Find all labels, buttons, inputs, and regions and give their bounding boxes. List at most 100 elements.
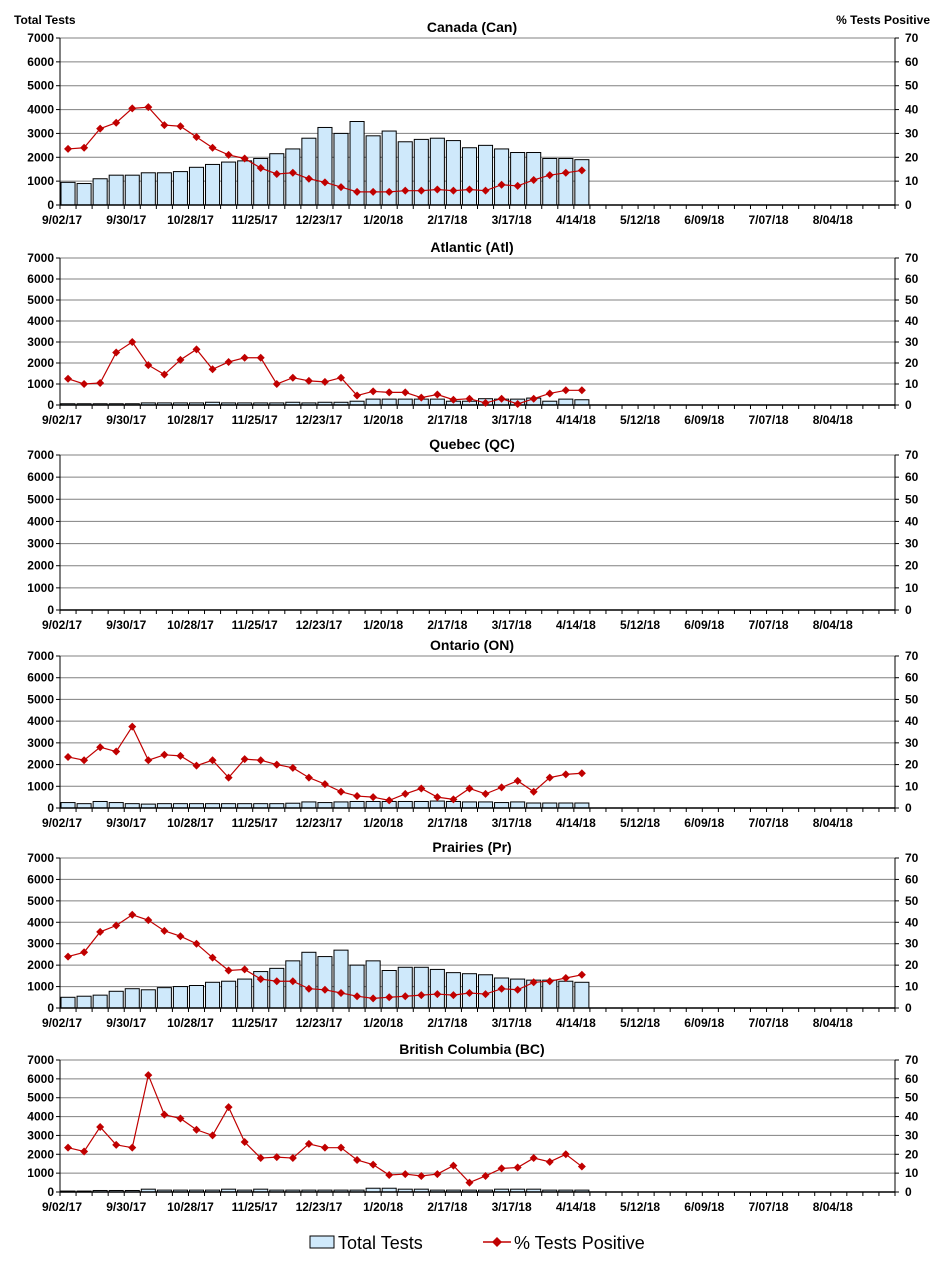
x-tick-label: 7/07/18	[749, 1016, 789, 1030]
right-tick-label: 10	[905, 779, 919, 793]
bar-total-tests	[317, 956, 333, 1009]
x-tick-label: 8/04/18	[813, 1200, 853, 1214]
left-tick-label: 3000	[27, 736, 54, 750]
bar-total-tests	[478, 801, 494, 809]
point-pct-positive	[240, 965, 249, 974]
point-pct-positive	[176, 932, 185, 941]
bar-total-tests	[156, 987, 172, 1009]
left-tick-label: 6000	[27, 55, 54, 69]
left-tick-label: 6000	[27, 1072, 54, 1086]
point-pct-positive	[369, 994, 378, 1003]
bar-total-tests	[558, 157, 574, 206]
left-tick-label: 0	[47, 1185, 54, 1199]
point-pct-positive	[304, 1139, 313, 1148]
x-tick-label: 4/14/18	[556, 1200, 596, 1214]
point-pct-positive	[144, 756, 153, 765]
left-tick-label: 3000	[27, 335, 54, 349]
x-tick-label: 8/04/18	[813, 413, 853, 427]
point-pct-positive	[545, 977, 554, 986]
x-tick-label: 11/25/17	[232, 618, 278, 632]
x-tick-label: 8/04/18	[813, 816, 853, 830]
right-tick-label: 60	[905, 671, 919, 685]
left-tick-label: 0	[47, 603, 54, 617]
left-tick-label: 1000	[27, 980, 54, 994]
right-tick-label: 70	[905, 251, 919, 265]
bar-total-tests	[429, 800, 445, 809]
panel-title: Quebec (QC)	[429, 436, 515, 452]
point-pct-positive	[112, 118, 121, 127]
right-tick-label: 50	[905, 894, 919, 908]
x-tick-label: 10/28/17	[167, 1200, 214, 1214]
point-pct-positive	[64, 752, 73, 761]
left-tick-label: 7000	[27, 1053, 54, 1067]
bar-total-tests	[381, 970, 397, 1009]
bar-total-tests	[60, 181, 76, 206]
panel-3: Ontario (ON) 0 0 1000 10 2000 20 3000 30 4000 40 50…	[27, 637, 918, 830]
panel-title: British Columbia (BC)	[399, 1041, 544, 1057]
point-pct-positive	[577, 1162, 586, 1171]
point-pct-positive	[417, 991, 426, 1000]
point-pct-positive	[433, 390, 442, 399]
right-axis-title: % Tests Positive	[836, 13, 930, 27]
point-pct-positive	[401, 789, 410, 798]
bar-total-tests	[381, 398, 397, 406]
x-tick-label: 8/04/18	[813, 213, 853, 227]
bar-total-tests	[461, 801, 478, 809]
x-tick-label: 2/17/18	[427, 816, 467, 830]
left-tick-label: 6000	[27, 470, 54, 484]
point-pct-positive	[497, 180, 506, 189]
left-tick-label: 6000	[27, 872, 54, 886]
x-tick-label: 3/17/18	[492, 1200, 532, 1214]
left-tick-label: 1000	[27, 581, 54, 595]
bar-total-tests	[349, 800, 365, 809]
point-pct-positive	[224, 966, 233, 975]
point-pct-positive	[64, 1143, 73, 1152]
x-tick-label: 6/09/18	[684, 1016, 724, 1030]
point-pct-positive	[320, 780, 329, 789]
left-tick-label: 2000	[27, 1147, 54, 1161]
x-tick-label: 10/28/17	[167, 618, 214, 632]
point-pct-positive	[449, 1161, 458, 1170]
x-tick-label: 4/14/18	[556, 213, 596, 227]
left-tick-label: 5000	[27, 293, 54, 307]
point-pct-positive	[144, 361, 153, 370]
right-tick-label: 50	[905, 1091, 919, 1105]
bar-total-tests	[269, 153, 285, 206]
point-pct-positive	[272, 169, 281, 178]
bar-total-tests	[558, 398, 574, 406]
bar-total-tests	[92, 178, 108, 206]
point-pct-positive	[369, 793, 378, 802]
bar-total-tests	[397, 800, 413, 809]
left-tick-label: 4000	[27, 314, 54, 328]
line-pct-positive	[67, 1073, 583, 1184]
left-tick-label: 2000	[27, 958, 54, 972]
left-tick-label: 6000	[27, 272, 54, 286]
right-tick-label: 70	[905, 31, 919, 45]
right-tick-label: 0	[905, 603, 912, 617]
left-axis-title: Total Tests	[14, 13, 76, 27]
x-tick-label: 4/14/18	[556, 816, 596, 830]
point-pct-positive	[449, 795, 458, 804]
left-tick-label: 3000	[27, 537, 54, 551]
point-pct-positive	[208, 143, 217, 152]
left-tick-label: 4000	[27, 103, 54, 117]
right-tick-label: 40	[905, 314, 919, 328]
left-tick-label: 0	[47, 198, 54, 212]
panel-title: Ontario (ON)	[430, 637, 514, 653]
x-tick-label: 2/17/18	[427, 1016, 467, 1030]
point-pct-positive	[337, 373, 346, 382]
point-pct-positive	[208, 365, 217, 374]
point-pct-positive	[497, 783, 506, 792]
left-tick-label: 5000	[27, 79, 54, 93]
left-tick-label: 0	[47, 801, 54, 815]
point-pct-positive	[64, 144, 73, 153]
left-tick-label: 0	[47, 1001, 54, 1015]
point-pct-positive	[208, 953, 217, 962]
point-pct-positive	[545, 1157, 554, 1166]
point-pct-positive	[160, 121, 169, 130]
point-pct-positive	[385, 388, 394, 397]
x-tick-label: 12/23/17	[296, 816, 343, 830]
point-pct-positive	[96, 1122, 105, 1131]
bar-total-tests	[461, 147, 478, 206]
